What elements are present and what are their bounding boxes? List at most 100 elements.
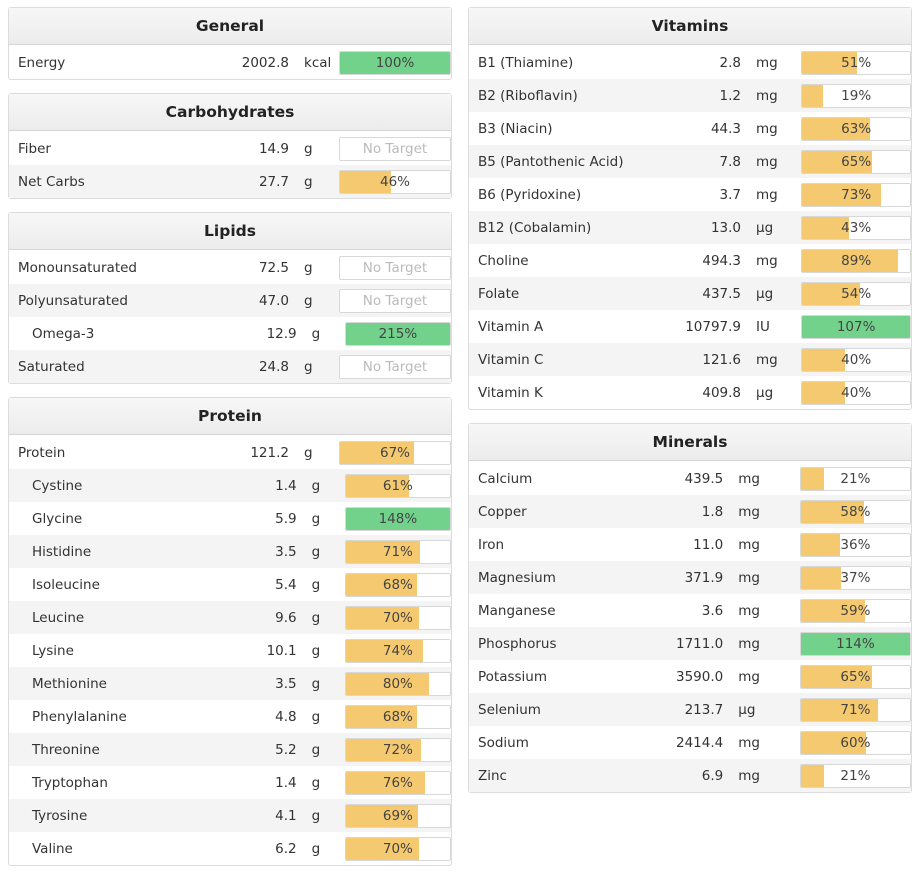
nutrient-row: Tryptophan 1.4 g 76% — [9, 766, 451, 799]
target-progress-fill — [802, 216, 849, 239]
nutrient-name: Glycine — [32, 510, 83, 527]
nutrient-unit: g — [311, 576, 321, 593]
target-progress-bar: 65% — [801, 149, 911, 174]
target-progress-bar: 63% — [801, 116, 911, 141]
target-progress-bar: 59% — [799, 598, 911, 623]
nutrient-unit: g — [311, 741, 321, 758]
target-progress-bar: 76% — [344, 770, 451, 795]
nutrient-unit: mg — [756, 87, 778, 104]
nutrient-amount: 24.8 — [258, 358, 289, 375]
target-progress-bar: 114% — [799, 631, 911, 656]
nutrient-unit: g — [304, 444, 313, 461]
nutrient-name: Folate — [478, 285, 520, 302]
nutrient-row: Glycine 5.9 g 148% — [9, 502, 451, 535]
nutrient-name: B2 (Riboflavin) — [478, 87, 578, 104]
nutrient-amount: 14.9 — [258, 140, 289, 157]
target-progress-fill — [345, 804, 418, 827]
nutrient-name: Energy — [18, 54, 66, 71]
nutrient-row: Methionine 3.5 g 80% — [9, 667, 451, 700]
target-progress-bar: 65% — [799, 664, 911, 689]
protein-rows: Protein 121.2 g 67% Cystine 1.4 g 61% Glycine 5.9… — [9, 435, 451, 865]
nutrient-amount: 2.8 — [719, 54, 742, 71]
nutrient-row: B1 (Thiamine) 2.8 mg 51% — [469, 46, 911, 79]
nutrient-name: B12 (Cobalamin) — [478, 219, 592, 236]
target-progress-label: 72% — [382, 741, 413, 758]
nutrient-name: B1 (Thiamine) — [478, 54, 574, 71]
target-progress-label: 71% — [382, 543, 413, 560]
nutrient-name: Vitamin A — [478, 318, 544, 335]
nutrient-unit: g — [311, 609, 321, 626]
target-progress-label: 21% — [840, 767, 871, 784]
nutrient-amount: 13.0 — [710, 219, 742, 236]
carbohydrates-rows: Fiber 14.9 g No Target Net Carbs 27.7 g 46% — [9, 131, 451, 198]
nutrient-unit: g — [304, 292, 313, 309]
nutrient-amount: 437.5 — [702, 285, 742, 302]
nutrient-unit: g — [311, 510, 321, 527]
nutrient-row: Leucine 9.6 g 70% — [9, 601, 451, 634]
nutrient-unit: mg — [738, 602, 760, 619]
nutrient-name: Copper — [478, 503, 527, 520]
nutrient-name: Isoleucine — [32, 576, 100, 593]
nutrient-amount: 7.8 — [719, 153, 742, 170]
nutrient-name: Selenium — [478, 701, 541, 718]
nutrient-row: Saturated 24.8 g No Target — [9, 350, 451, 383]
nutrient-amount: 1711.0 — [675, 635, 724, 652]
target-progress-fill — [802, 315, 910, 338]
target-progress-label: 67% — [379, 444, 410, 461]
nutrient-unit: mg — [738, 569, 760, 586]
carbohydrates-panel-title: Carbohydrates — [9, 94, 451, 131]
protein-panel-title: Protein — [9, 398, 451, 435]
nutrient-unit: g — [311, 642, 321, 659]
nutrient-amount: 3.6 — [701, 602, 724, 619]
nutrient-amount: 47.0 — [258, 292, 289, 309]
nutrient-row: Zinc 6.9 mg 21% — [469, 759, 911, 792]
target-progress-label: 60% — [840, 734, 871, 751]
target-progress-fill — [800, 467, 824, 490]
target-progress-fill — [802, 348, 846, 371]
nutrient-row: Magnesium 371.9 mg 37% — [469, 561, 911, 594]
nutrient-row: Folate 437.5 µg 54% — [469, 277, 911, 310]
nutrient-amount: 2414.4 — [675, 734, 724, 751]
target-progress-bar: 71% — [799, 697, 911, 722]
target-progress-label: 89% — [841, 252, 872, 269]
nutrient-row: Tyrosine 4.1 g 69% — [9, 799, 451, 832]
target-progress-fill — [800, 632, 910, 655]
target-progress-fill — [802, 282, 861, 305]
nutrient-amount: 121.6 — [702, 351, 742, 368]
nutrient-row: B3 (Niacin) 44.3 mg 63% — [469, 112, 911, 145]
nutrient-name: Vitamin K — [478, 384, 543, 401]
nutrient-unit: mg — [756, 351, 778, 368]
nutrient-amount: 5.2 — [275, 741, 297, 758]
nutrient-row: B12 (Cobalamin) 13.0 µg 43% — [469, 211, 911, 244]
target-progress-label: 71% — [840, 701, 871, 718]
nutrient-amount: 409.8 — [702, 384, 742, 401]
target-progress-label: No Target — [362, 292, 428, 309]
target-progress-label: 58% — [840, 503, 871, 520]
target-progress-fill — [340, 51, 450, 74]
target-progress-bar: 68% — [344, 704, 451, 729]
target-progress-fill — [345, 672, 430, 695]
nutrient-unit: g — [311, 708, 321, 725]
target-progress-fill — [340, 441, 414, 464]
target-progress-fill — [800, 731, 867, 754]
target-progress-bar: 43% — [801, 215, 911, 240]
minerals-panel-title: Minerals — [469, 424, 911, 461]
nutrient-name: Potassium — [478, 668, 548, 685]
nutrient-row: Phosphorus 1711.0 mg 114% — [469, 627, 911, 660]
target-progress-bar: No Target — [339, 136, 451, 161]
general-panel: General Energy 2002.8 kcal 100% — [8, 7, 452, 80]
vitamins-rows: B1 (Thiamine) 2.8 mg 51% B2 (Riboflavin) 1.2 m… — [469, 45, 911, 409]
nutrient-row: Omega-3 12.9 g 215% — [9, 317, 451, 350]
nutrient-amount: 4.8 — [275, 708, 297, 725]
nutrient-name: Threonine — [32, 741, 100, 758]
target-progress-fill — [345, 507, 450, 530]
nutrient-unit: g — [304, 140, 313, 157]
nutrient-row: Choline 494.3 mg 89% — [469, 244, 911, 277]
nutrient-unit: g — [304, 173, 313, 190]
nutrient-unit: mg — [756, 54, 778, 71]
nutrient-name: Phosphorus — [478, 635, 557, 652]
nutrient-row: Monounsaturated 72.5 g No Target — [9, 251, 451, 284]
nutrient-unit: µg — [756, 285, 774, 302]
target-progress-label: 100% — [375, 54, 415, 71]
nutrient-row: Sodium 2414.4 mg 60% — [469, 726, 911, 759]
